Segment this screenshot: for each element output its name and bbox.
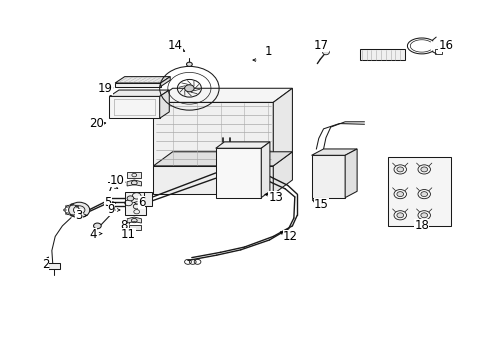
Bar [143,192,152,207]
Text: 18: 18 [413,219,428,232]
Circle shape [186,62,192,66]
Polygon shape [115,83,160,86]
Polygon shape [311,155,345,198]
Bar [387,157,449,226]
Text: 2: 2 [42,258,49,271]
Polygon shape [311,149,356,155]
Circle shape [396,167,403,172]
Polygon shape [127,180,141,186]
Polygon shape [261,142,269,198]
Polygon shape [109,90,169,96]
Text: 14: 14 [167,40,182,53]
Polygon shape [153,88,292,102]
Text: 7: 7 [106,181,114,194]
Text: 13: 13 [267,191,283,204]
Polygon shape [153,166,273,194]
Text: 11: 11 [121,228,136,241]
Bar [359,49,404,60]
Circle shape [420,192,427,197]
Circle shape [93,223,101,229]
Bar [124,192,146,215]
Bar [127,172,141,178]
Text: 20: 20 [89,117,104,130]
Text: 19: 19 [98,82,113,95]
Bar [48,262,60,269]
Text: 15: 15 [313,198,328,211]
Text: 12: 12 [282,230,297,243]
Text: 16: 16 [437,40,452,53]
Polygon shape [109,96,160,118]
Circle shape [184,85,194,92]
Polygon shape [153,102,273,166]
Text: 10: 10 [110,174,125,186]
Text: 8: 8 [120,219,127,232]
Polygon shape [215,148,261,198]
Polygon shape [215,142,269,148]
Polygon shape [273,152,292,194]
Text: 1: 1 [264,45,272,58]
Circle shape [420,213,427,218]
Polygon shape [345,149,356,198]
Text: 3: 3 [75,209,82,222]
Circle shape [68,202,89,218]
Text: 6: 6 [138,197,145,210]
Polygon shape [160,90,169,118]
Bar [128,225,140,230]
Polygon shape [160,77,170,86]
Bar [434,49,441,54]
Polygon shape [115,77,170,83]
Text: 9: 9 [107,203,115,216]
Circle shape [396,192,403,197]
Text: 4: 4 [90,228,97,241]
Text: 17: 17 [313,40,328,53]
Circle shape [322,50,328,55]
Circle shape [420,167,427,172]
Polygon shape [127,217,141,223]
Polygon shape [273,88,292,166]
Circle shape [127,196,134,201]
Circle shape [396,213,403,218]
Polygon shape [153,152,292,166]
Text: 5: 5 [104,197,111,210]
